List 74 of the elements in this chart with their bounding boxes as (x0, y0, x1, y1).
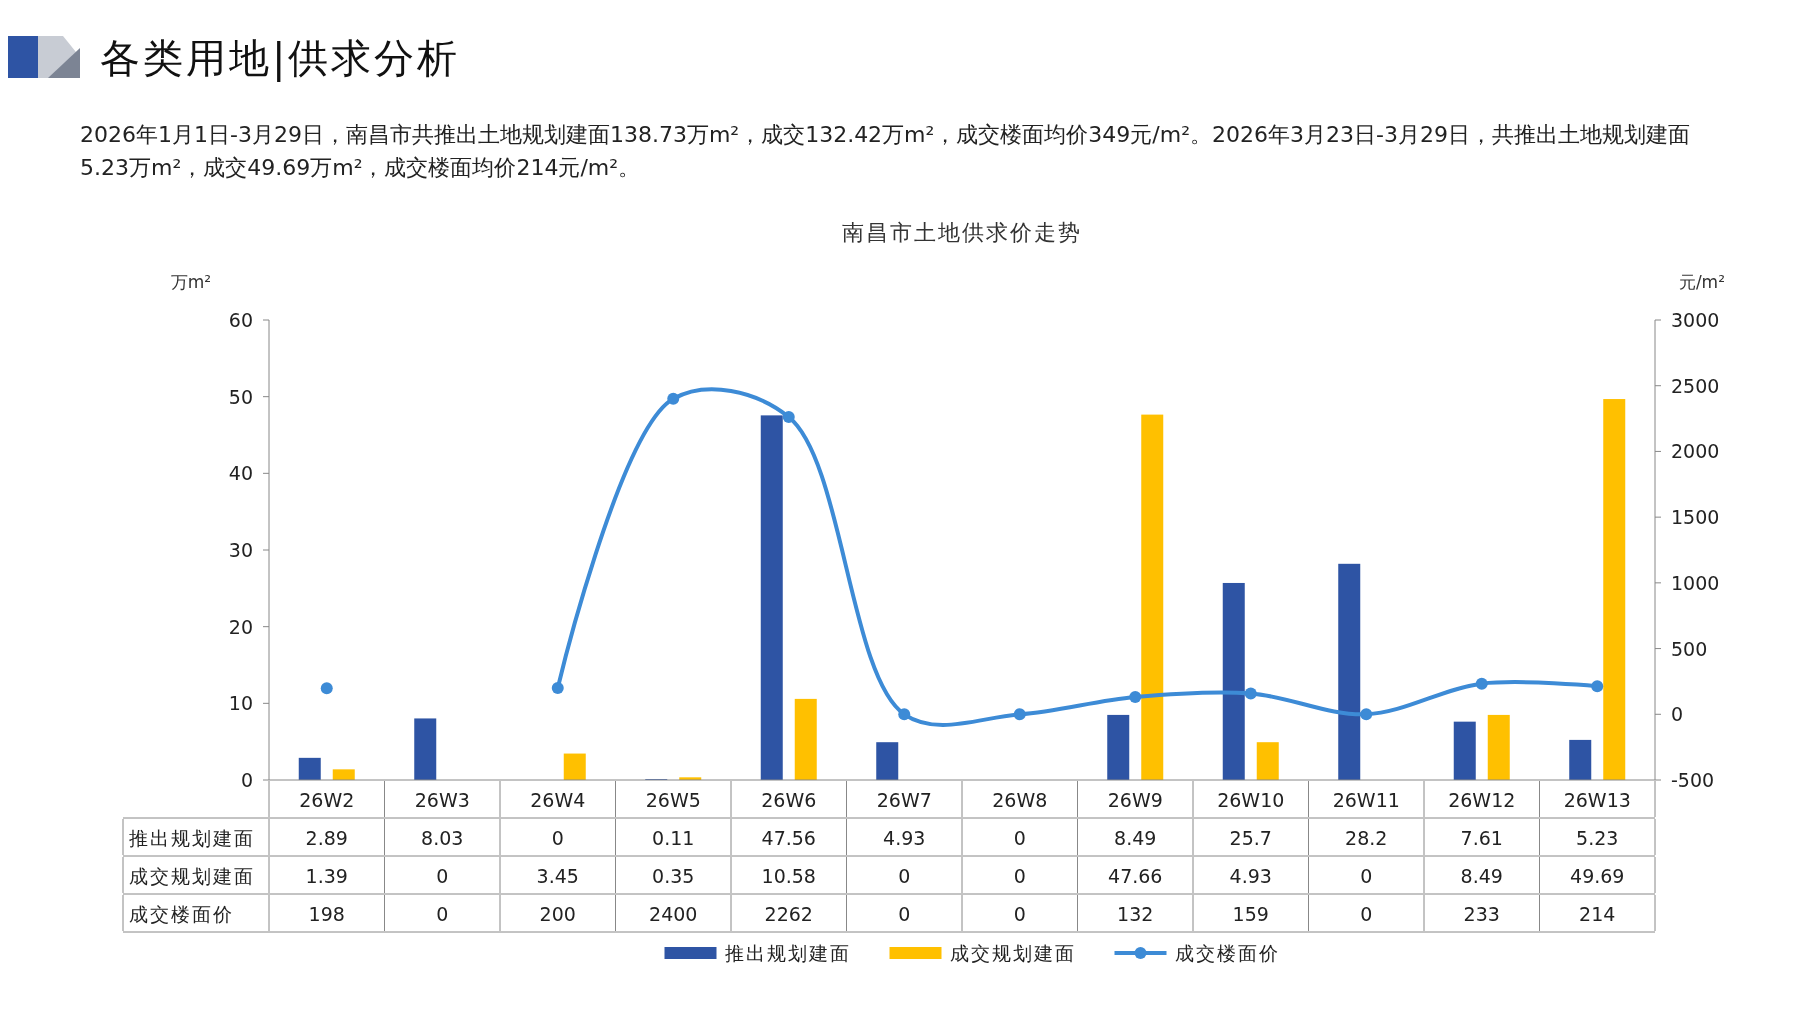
data-label: 8.03 (421, 827, 464, 849)
chart-title: 各类用地|供求分析 (100, 35, 461, 82)
data-label: 49.69 (1570, 865, 1625, 887)
legend-label: 推出规划建面 (724, 942, 851, 964)
y-axis-title: 万m² (170, 272, 211, 292)
data-label: 2.89 (305, 827, 348, 849)
x-tick-label: 26W4 (530, 789, 586, 811)
x-tick-label: 26W2 (299, 789, 355, 811)
data-label: 5.23 (1576, 827, 1619, 849)
x-tick-label: 26W5 (645, 789, 701, 811)
x-tick-label: 26W3 (414, 789, 470, 811)
data-label: 0.11 (652, 827, 695, 849)
text: 南昌市土地供求价走势 (842, 220, 1082, 245)
data-label: 2400 (649, 903, 698, 925)
data-label: 3.45 (536, 865, 579, 887)
y2-axis-title: 元/m² (1678, 272, 1725, 292)
x-tick-label: 26W9 (1107, 789, 1163, 811)
data-label: 132 (1117, 903, 1154, 925)
data-label: 0 (898, 903, 911, 925)
data-label: 4.93 (1229, 865, 1272, 887)
y-tick-label: 50 (228, 385, 253, 408)
y2-tick-label: 500 (1671, 637, 1708, 660)
y2-tick-label: 3000 (1671, 309, 1720, 331)
x-tick-label: 26W6 (761, 789, 817, 811)
data-label: 4.93 (883, 827, 926, 849)
y2-tick-label: 2500 (1671, 374, 1720, 397)
data-label: 0 (1013, 827, 1026, 849)
data-label: 0.35 (652, 865, 695, 887)
y-tick-label: 30 (228, 539, 253, 561)
legend-label: 成交规划建面 (949, 942, 1076, 964)
text: 0 (436, 903, 449, 925)
x-tick-label: 26W8 (992, 789, 1048, 811)
data-label: 0 (1013, 903, 1026, 925)
data-label: 28.2 (1345, 827, 1388, 849)
data-label: 10.58 (761, 865, 816, 887)
data-label: 47.66 (1108, 865, 1163, 887)
y-tick-label: 0 (240, 769, 253, 791)
data-label: 2262 (764, 903, 813, 925)
text: 推出规划建面 (129, 827, 255, 849)
data-label: 8.49 (1460, 865, 1503, 887)
data-label: 0 (898, 865, 911, 887)
text: 成交规划建面 (129, 865, 255, 887)
data-label: 1.39 (305, 865, 348, 887)
data-label: 8.49 (1114, 827, 1157, 849)
data-label: 0 (1360, 865, 1373, 887)
data-label: 0 (551, 827, 564, 849)
data-label: 198 (308, 903, 345, 925)
data-label: 0 (1013, 865, 1026, 887)
y2-tick-label: 0 (1671, 703, 1684, 726)
data-label: 159 (1232, 903, 1269, 925)
x-tick-label: 26W13 (1563, 789, 1631, 811)
data-label: 47.56 (761, 827, 816, 849)
data-label: 0 (1360, 903, 1373, 925)
x-tick-label: 26W10 (1217, 789, 1285, 811)
y2-tick-label: 1500 (1671, 506, 1720, 529)
text: 成交楼面价 (129, 903, 234, 925)
y2-tick-label: 2000 (1671, 440, 1720, 463)
data-label: 25.7 (1229, 827, 1272, 849)
x-tick-label: 26W12 (1448, 789, 1516, 811)
x-tick-label: 26W11 (1332, 789, 1400, 811)
y-tick-label: 10 (228, 692, 253, 715)
data-label: 7.61 (1460, 827, 1503, 849)
data-label: 200 (539, 903, 576, 925)
y-tick-label: 20 (228, 615, 253, 638)
y2-tick-label: -500 (1671, 769, 1715, 791)
chart-subtitle: 2026年1月1日-3月29日，南昌市共推出土地规划建面138.73万m²，成交132.42万m²，成交楼面均价349元/m²。2026年3月23日-3月29日，共推出土地规划建面5.23万m²，成交49.69万m²，成交楼面均价214元/m²。 (80, 121, 1691, 182)
y2-tick-label: 1000 (1671, 571, 1720, 594)
y-tick-label: 40 (228, 462, 253, 485)
legend-label: 成交楼面价 (1174, 942, 1280, 964)
y-tick-label: 60 (228, 309, 253, 331)
x-tick-label: 26W7 (876, 789, 932, 811)
data-label: 0 (436, 865, 449, 887)
data-label: 214 (1579, 903, 1616, 925)
data-label: 233 (1463, 903, 1500, 925)
